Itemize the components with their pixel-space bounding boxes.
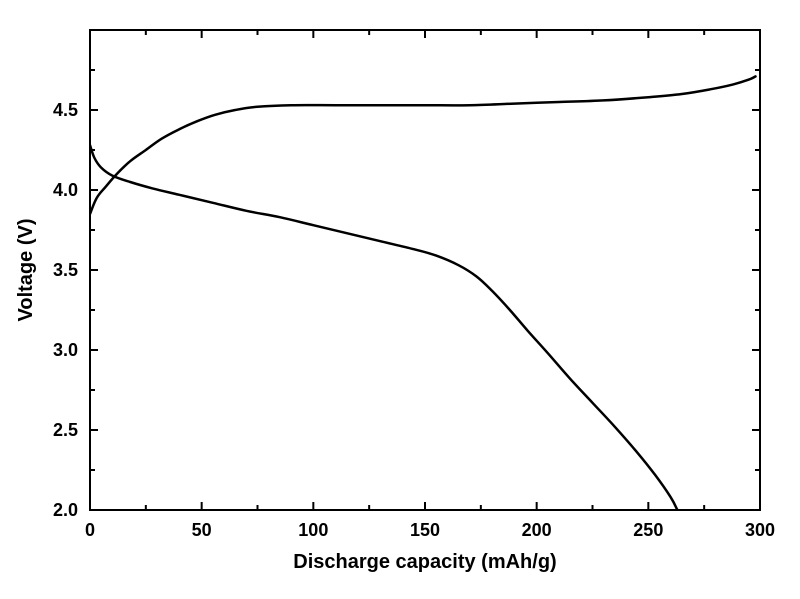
y-tick-label: 3.0 xyxy=(53,340,78,360)
x-tick-label: 150 xyxy=(410,520,440,540)
y-tick-label: 3.5 xyxy=(53,260,78,280)
y-axis-title: Voltage (V) xyxy=(15,219,37,322)
voltage-capacity-chart: 0 50 100 150 200 250 300 Discharge capacity (mA… xyxy=(0,0,800,599)
x-tick-label: 300 xyxy=(745,520,775,540)
series-group xyxy=(90,76,756,510)
x-tick-label: 100 xyxy=(298,520,328,540)
x-tick-label: 200 xyxy=(522,520,552,540)
y-tick-label: 2.5 xyxy=(53,420,78,440)
x-tick-label: 50 xyxy=(192,520,212,540)
x-axis-title: Discharge capacity (mAh/g) xyxy=(293,551,556,573)
x-tick-label: 0 xyxy=(85,520,95,540)
plot-frame xyxy=(90,30,760,510)
x-tick-label: 250 xyxy=(633,520,663,540)
y-tick-label: 4.0 xyxy=(53,180,78,200)
y-tick-label: 2.0 xyxy=(53,500,78,520)
y-tick-label: 4.5 xyxy=(53,100,78,120)
series-discharge xyxy=(90,145,677,510)
chart-container: 0 50 100 150 200 250 300 Discharge capacity (mA… xyxy=(0,0,800,599)
series-charge xyxy=(90,76,756,214)
